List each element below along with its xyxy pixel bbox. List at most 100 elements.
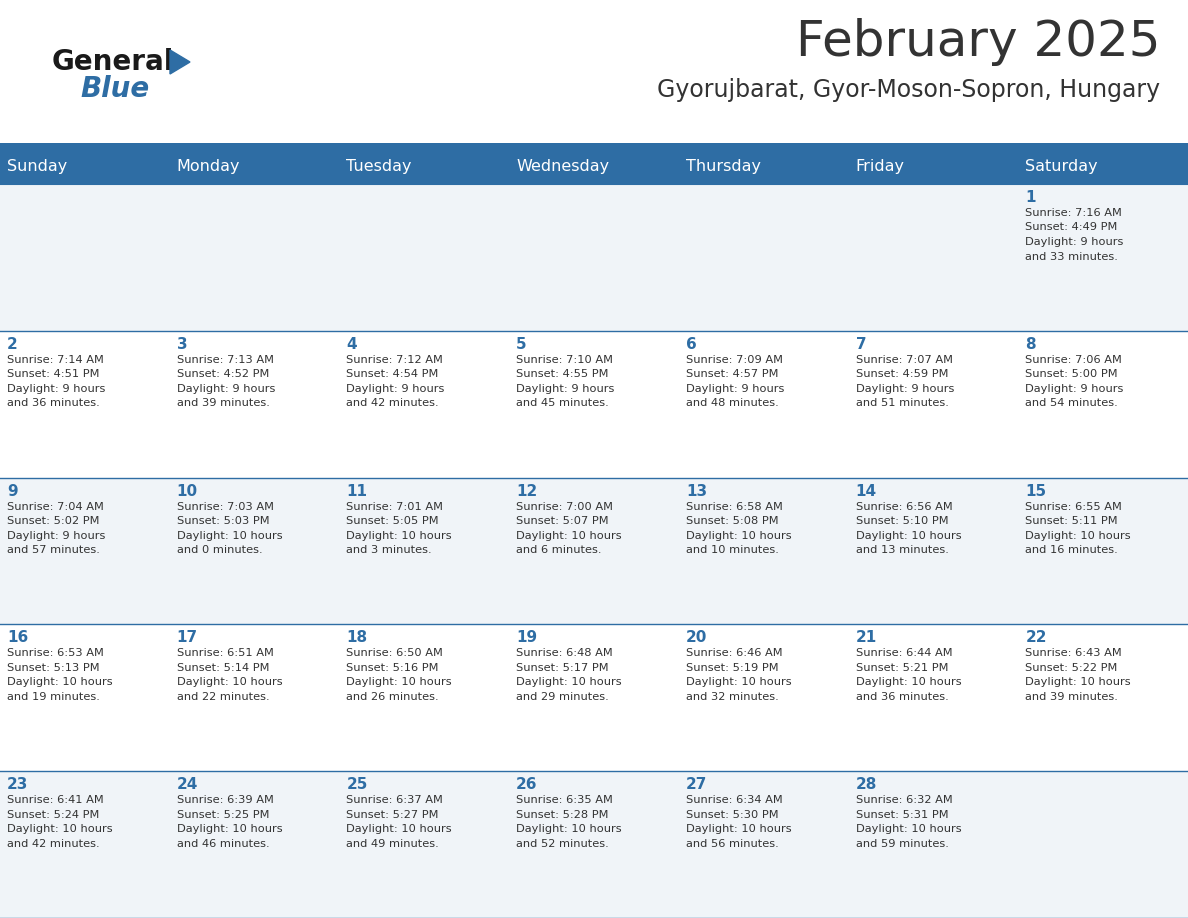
Bar [0, 330, 170, 477]
Bar [170, 624, 340, 771]
Text: Sunset: 5:11 PM: Sunset: 5:11 PM [1025, 516, 1118, 526]
Bar [510, 771, 678, 918]
Text: Daylight: 10 hours: Daylight: 10 hours [347, 531, 453, 541]
Text: Sunset: 5:05 PM: Sunset: 5:05 PM [347, 516, 440, 526]
Text: Sunset: 4:52 PM: Sunset: 4:52 PM [177, 369, 270, 379]
Text: Sunrise: 7:03 AM: Sunrise: 7:03 AM [177, 501, 273, 511]
Text: Sunrise: 6:58 AM: Sunrise: 6:58 AM [685, 501, 783, 511]
Bar [510, 477, 678, 624]
Text: and 26 minutes.: and 26 minutes. [347, 692, 440, 702]
Text: and 52 minutes.: and 52 minutes. [516, 839, 609, 849]
Text: 5: 5 [516, 337, 526, 352]
Text: 9: 9 [7, 484, 18, 498]
Text: Daylight: 9 hours: Daylight: 9 hours [7, 384, 106, 394]
Text: Sunset: 5:10 PM: Sunset: 5:10 PM [855, 516, 948, 526]
Text: 7: 7 [855, 337, 866, 352]
Text: Sunset: 5:31 PM: Sunset: 5:31 PM [855, 810, 948, 820]
Text: Sunset: 5:24 PM: Sunset: 5:24 PM [7, 810, 100, 820]
Text: and 45 minutes.: and 45 minutes. [516, 398, 609, 409]
Text: Sunset: 5:21 PM: Sunset: 5:21 PM [855, 663, 948, 673]
Text: Sunrise: 6:55 AM: Sunrise: 6:55 AM [1025, 501, 1123, 511]
Text: Daylight: 10 hours: Daylight: 10 hours [855, 824, 961, 834]
Text: Sunrise: 7:13 AM: Sunrise: 7:13 AM [177, 354, 273, 364]
Bar [170, 184, 340, 330]
Text: Sunrise: 6:43 AM: Sunrise: 6:43 AM [1025, 648, 1121, 658]
Polygon shape [170, 50, 190, 74]
Text: Daylight: 9 hours: Daylight: 9 hours [1025, 237, 1124, 247]
Bar [170, 477, 340, 624]
Text: Sunset: 5:22 PM: Sunset: 5:22 PM [1025, 663, 1118, 673]
Text: Sunrise: 6:48 AM: Sunrise: 6:48 AM [516, 648, 613, 658]
Bar [1018, 624, 1188, 771]
Text: Wednesday: Wednesday [516, 159, 609, 174]
Text: 24: 24 [177, 778, 198, 792]
Text: 15: 15 [1025, 484, 1047, 498]
Bar [678, 771, 848, 918]
Text: 21: 21 [855, 631, 877, 645]
Bar [678, 624, 848, 771]
Text: Sunrise: 6:56 AM: Sunrise: 6:56 AM [855, 501, 953, 511]
Text: Sunset: 5:03 PM: Sunset: 5:03 PM [177, 516, 270, 526]
Bar [170, 771, 340, 918]
Text: Daylight: 9 hours: Daylight: 9 hours [685, 384, 784, 394]
Bar [170, 330, 340, 477]
Text: and 33 minutes.: and 33 minutes. [1025, 252, 1118, 262]
Text: 13: 13 [685, 484, 707, 498]
Text: Sunset: 4:51 PM: Sunset: 4:51 PM [7, 369, 100, 379]
Text: Sunrise: 6:37 AM: Sunrise: 6:37 AM [347, 795, 443, 805]
Text: Sunset: 5:08 PM: Sunset: 5:08 PM [685, 516, 778, 526]
Text: Monday: Monday [177, 159, 240, 174]
Text: 14: 14 [855, 484, 877, 498]
Text: 11: 11 [347, 484, 367, 498]
Text: Daylight: 10 hours: Daylight: 10 hours [855, 677, 961, 688]
Text: and 10 minutes.: and 10 minutes. [685, 545, 778, 555]
Text: Daylight: 10 hours: Daylight: 10 hours [347, 824, 453, 834]
Text: Sunrise: 6:34 AM: Sunrise: 6:34 AM [685, 795, 783, 805]
Text: Daylight: 10 hours: Daylight: 10 hours [516, 531, 621, 541]
Text: 6: 6 [685, 337, 696, 352]
Bar [510, 624, 678, 771]
Text: 25: 25 [347, 778, 368, 792]
Text: Sunset: 5:16 PM: Sunset: 5:16 PM [347, 663, 438, 673]
Text: Gyorujbarat, Gyor-Moson-Sopron, Hungary: Gyorujbarat, Gyor-Moson-Sopron, Hungary [657, 78, 1159, 102]
Text: and 19 minutes.: and 19 minutes. [7, 692, 100, 702]
Bar [1018, 330, 1188, 477]
Text: and 36 minutes.: and 36 minutes. [855, 692, 948, 702]
Bar [848, 184, 1018, 330]
Text: Sunrise: 7:10 AM: Sunrise: 7:10 AM [516, 354, 613, 364]
Bar [678, 184, 848, 330]
Text: 3: 3 [177, 337, 188, 352]
Text: Daylight: 10 hours: Daylight: 10 hours [347, 677, 453, 688]
Text: Sunrise: 7:14 AM: Sunrise: 7:14 AM [7, 354, 103, 364]
Text: and 0 minutes.: and 0 minutes. [177, 545, 263, 555]
Bar [340, 771, 510, 918]
Text: and 51 minutes.: and 51 minutes. [855, 398, 948, 409]
Text: Daylight: 10 hours: Daylight: 10 hours [685, 824, 791, 834]
Text: and 36 minutes.: and 36 minutes. [7, 398, 100, 409]
Text: Blue: Blue [80, 75, 150, 103]
Text: Daylight: 10 hours: Daylight: 10 hours [855, 531, 961, 541]
Text: Sunday: Sunday [7, 159, 68, 174]
Text: Sunset: 5:25 PM: Sunset: 5:25 PM [177, 810, 270, 820]
Text: Sunrise: 6:53 AM: Sunrise: 6:53 AM [7, 648, 103, 658]
Text: Sunrise: 7:16 AM: Sunrise: 7:16 AM [1025, 208, 1123, 218]
Text: Daylight: 10 hours: Daylight: 10 hours [177, 824, 283, 834]
Text: and 39 minutes.: and 39 minutes. [177, 398, 270, 409]
Text: and 57 minutes.: and 57 minutes. [7, 545, 100, 555]
Bar [0, 148, 1188, 184]
Text: and 6 minutes.: and 6 minutes. [516, 545, 601, 555]
Text: Daylight: 10 hours: Daylight: 10 hours [516, 824, 621, 834]
Text: and 32 minutes.: and 32 minutes. [685, 692, 778, 702]
Text: Sunrise: 6:44 AM: Sunrise: 6:44 AM [855, 648, 953, 658]
Bar [848, 330, 1018, 477]
Text: Sunrise: 7:01 AM: Sunrise: 7:01 AM [347, 501, 443, 511]
Text: Sunrise: 6:51 AM: Sunrise: 6:51 AM [177, 648, 273, 658]
Text: Sunset: 5:28 PM: Sunset: 5:28 PM [516, 810, 608, 820]
Text: Sunrise: 6:50 AM: Sunrise: 6:50 AM [347, 648, 443, 658]
Bar [678, 477, 848, 624]
Text: Daylight: 10 hours: Daylight: 10 hours [685, 531, 791, 541]
Bar [510, 184, 678, 330]
Text: February 2025: February 2025 [796, 18, 1159, 66]
Text: Sunrise: 6:39 AM: Sunrise: 6:39 AM [177, 795, 273, 805]
Text: Daylight: 9 hours: Daylight: 9 hours [7, 531, 106, 541]
